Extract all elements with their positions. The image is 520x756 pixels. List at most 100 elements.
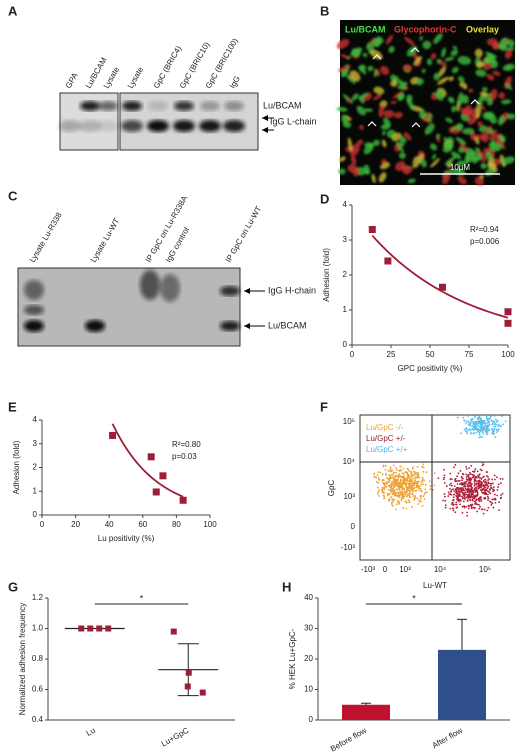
event <box>465 478 468 481</box>
event <box>423 493 426 496</box>
event <box>491 498 494 501</box>
event <box>472 491 475 494</box>
event <box>411 493 414 496</box>
x-axis-label: Lu positivity (%) <box>98 534 155 543</box>
event <box>408 489 410 492</box>
signal <box>366 42 371 50</box>
event <box>473 470 476 473</box>
bar <box>438 649 486 720</box>
event <box>491 482 494 485</box>
event <box>469 477 472 480</box>
event <box>487 490 489 493</box>
event <box>410 488 413 491</box>
event <box>461 476 463 479</box>
event <box>382 464 385 467</box>
arrowhead-marker <box>367 121 377 127</box>
event <box>393 494 396 497</box>
event <box>482 480 485 483</box>
event <box>484 492 486 495</box>
event <box>500 494 502 497</box>
signal <box>338 156 346 162</box>
event <box>402 497 405 500</box>
band <box>122 101 142 111</box>
bar <box>342 704 390 720</box>
event <box>500 482 502 485</box>
event <box>485 480 487 483</box>
event <box>390 485 392 488</box>
event <box>487 506 490 509</box>
event <box>449 507 452 510</box>
signal <box>346 75 356 84</box>
event <box>504 420 507 423</box>
event <box>467 415 470 417</box>
signal <box>489 142 503 152</box>
lane-label: IgG <box>228 74 242 90</box>
signal <box>435 89 444 101</box>
event <box>491 428 494 430</box>
event <box>469 504 472 506</box>
event <box>409 486 411 488</box>
event <box>445 485 448 487</box>
event <box>398 502 401 505</box>
event <box>475 489 478 492</box>
event <box>474 423 477 426</box>
event <box>468 428 471 430</box>
y-axis-label: GpC <box>327 480 336 497</box>
event <box>459 495 462 497</box>
event <box>476 490 479 493</box>
event <box>478 481 481 483</box>
signal <box>342 121 352 128</box>
y-axis-label: % HEK Lu+GpC- <box>288 628 297 689</box>
x-tick-label: 0 <box>350 350 355 359</box>
signal <box>399 138 405 147</box>
signal <box>499 140 506 150</box>
event <box>455 492 458 495</box>
y-tick-label: 1.0 <box>32 624 44 633</box>
event <box>461 491 463 494</box>
event <box>499 497 502 500</box>
event <box>501 492 504 495</box>
y-tick-label: 10³ <box>343 492 355 501</box>
band <box>200 101 220 111</box>
event <box>485 417 488 420</box>
event <box>470 464 473 467</box>
signal <box>350 155 357 165</box>
event <box>392 500 395 503</box>
event <box>391 499 394 501</box>
signal <box>422 40 432 50</box>
event <box>443 476 446 479</box>
event <box>486 509 489 512</box>
event <box>407 474 410 477</box>
event <box>472 506 475 509</box>
event <box>478 473 481 476</box>
arrowhead-marker <box>410 47 420 53</box>
event <box>467 507 470 510</box>
signal <box>390 74 397 81</box>
event <box>404 485 407 488</box>
event <box>411 467 414 470</box>
event <box>387 484 390 487</box>
event <box>382 479 385 481</box>
arrow-head <box>244 288 250 294</box>
event <box>425 471 428 474</box>
event <box>493 415 496 417</box>
event <box>466 432 468 435</box>
event <box>461 483 464 486</box>
event <box>381 479 384 482</box>
signal <box>407 178 416 184</box>
event <box>422 470 425 473</box>
signal <box>398 79 405 89</box>
y-tick-label: 0 <box>351 522 356 531</box>
panel-label: C <box>8 188 18 203</box>
event <box>408 477 411 480</box>
event <box>456 475 458 478</box>
event <box>453 466 455 469</box>
event <box>489 492 492 495</box>
event <box>464 487 467 490</box>
x-tick-label: 40 <box>105 520 114 529</box>
event <box>412 474 415 477</box>
signal <box>402 64 413 72</box>
event <box>487 476 489 478</box>
signal <box>474 48 483 58</box>
signal <box>380 65 390 75</box>
